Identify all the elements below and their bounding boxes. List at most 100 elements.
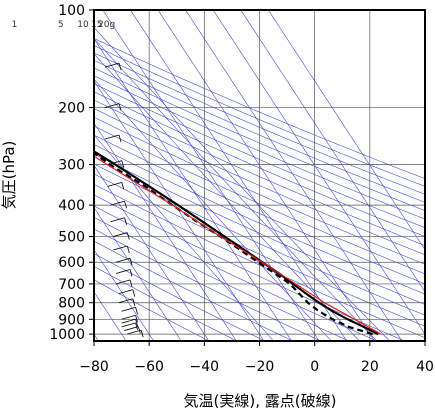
y-tick-label: 800	[58, 296, 85, 312]
mixing-ratio-label: 20g	[98, 20, 115, 30]
wind-barb	[124, 326, 141, 334]
wind-barb-shaft	[110, 200, 125, 206]
wind-barb	[107, 181, 125, 190]
wind-barb	[107, 160, 125, 168]
y-tick-label: 700	[58, 277, 85, 293]
wind-barb	[115, 257, 133, 266]
dry-adiabat-line	[94, 99, 425, 246]
wind-barb-shaft	[121, 306, 136, 312]
wind-barb	[110, 200, 127, 209]
isotherm-line	[185, 10, 403, 341]
wind-barb	[104, 134, 122, 143]
isotherm-line	[94, 80, 265, 341]
x-tick-label: −20	[245, 359, 275, 375]
wind-barb-flag	[135, 315, 138, 323]
mixing-ratio-line	[94, 27, 390, 341]
x-tick-label: 40	[416, 359, 434, 375]
y-tick-label: 400	[58, 198, 85, 214]
wind-barb	[121, 318, 138, 327]
mixing-ratio-label: 15	[91, 20, 102, 30]
wind-barb-flag	[135, 307, 138, 315]
wind-barb-flag	[121, 182, 125, 190]
wind-barb	[118, 298, 136, 306]
wind-barb-flag	[132, 289, 136, 297]
dry-adiabat-line	[94, 91, 425, 237]
dry-adiabat-line	[94, 108, 425, 256]
wind-barb-shaft	[110, 217, 125, 223]
x-tick-label: −60	[134, 359, 164, 375]
x-axis: −80 −60 −40 −20 0 20 40	[79, 341, 434, 375]
x-axis-title: 気温(実線), 露点(破線)	[184, 392, 337, 410]
wind-barb-shaft	[118, 298, 133, 304]
y-axis-title: 気圧(hPa)	[0, 141, 18, 210]
temperature-profile-line	[94, 150, 379, 336]
isotherm-line	[157, 10, 375, 341]
wind-barb-flag	[126, 245, 130, 254]
wind-barb-flag	[135, 322, 138, 331]
wind-barb-flag	[137, 326, 141, 334]
wind-barb-flag	[124, 201, 127, 209]
wind-barb	[104, 62, 122, 71]
y-tick-label: 500	[58, 230, 85, 246]
x-tick-label: 0	[310, 359, 319, 375]
mixing-ratio-label: 5	[58, 20, 64, 30]
wind-barb-shaft	[121, 318, 136, 324]
series-group	[94, 150, 382, 336]
wind-barb-shaft	[104, 134, 120, 140]
wind-barb-flag	[118, 134, 122, 143]
isotherm-line	[130, 10, 348, 341]
wind-barb-shaft	[113, 232, 128, 237]
isotherm-line	[94, 207, 182, 341]
wind-barb-shaft	[107, 160, 122, 166]
wind-barb-shaft	[115, 279, 131, 285]
x-tick-label: 20	[361, 359, 379, 375]
y-tick-label: 600	[58, 255, 85, 271]
wind-barb	[115, 279, 133, 288]
wind-barb-shaft	[115, 257, 131, 263]
dry-adiabat-line	[94, 279, 210, 341]
wind-barb-flag	[129, 269, 133, 277]
isotherm-line	[94, 164, 210, 341]
wind-barb-flag	[121, 160, 125, 168]
dry-adiabat-line	[94, 83, 425, 229]
wind-barb-flag	[135, 319, 138, 327]
wind-barb-shaft	[124, 326, 139, 331]
y-tick-label: 300	[58, 158, 85, 174]
isotherm-line	[94, 38, 292, 341]
wind-barb-shaft	[113, 245, 128, 251]
dry-adiabat-line	[94, 38, 425, 179]
mixing-ratio-line	[94, 134, 274, 341]
wind-barb	[110, 217, 127, 225]
wind-barb-shaft	[121, 314, 136, 320]
wind-barb	[113, 232, 130, 240]
thermo-background-lines	[94, 10, 425, 341]
y-tick-label: 900	[58, 312, 85, 328]
dry-adiabat-line	[94, 67, 425, 211]
y-tick-label: 100	[58, 3, 85, 19]
wind-barb	[104, 103, 122, 111]
wind-barb	[121, 322, 138, 331]
wind-barb	[121, 314, 138, 323]
wind-barb	[118, 289, 136, 297]
wind-barb-flag	[118, 62, 122, 71]
mixing-ratio-label: 1	[12, 20, 18, 30]
dry-adiabat-line	[94, 45, 425, 187]
wind-barb	[126, 329, 144, 338]
dry-adiabat-line	[94, 75, 425, 220]
wind-barb	[113, 245, 130, 254]
wind-barb-shaft	[118, 289, 133, 295]
wind-barb-shaft	[121, 322, 136, 328]
wind-barb-flag	[124, 217, 127, 225]
x-tick-label: −40	[190, 359, 220, 375]
mixing-ratio-label: 10	[77, 20, 89, 30]
isotherm-line	[212, 10, 425, 335]
isotherm-line	[94, 249, 154, 341]
dry-adiabat-line	[94, 266, 238, 341]
dry-adiabat-line	[94, 60, 425, 203]
parcel-path-line	[94, 155, 382, 335]
wind-barb	[121, 306, 138, 315]
